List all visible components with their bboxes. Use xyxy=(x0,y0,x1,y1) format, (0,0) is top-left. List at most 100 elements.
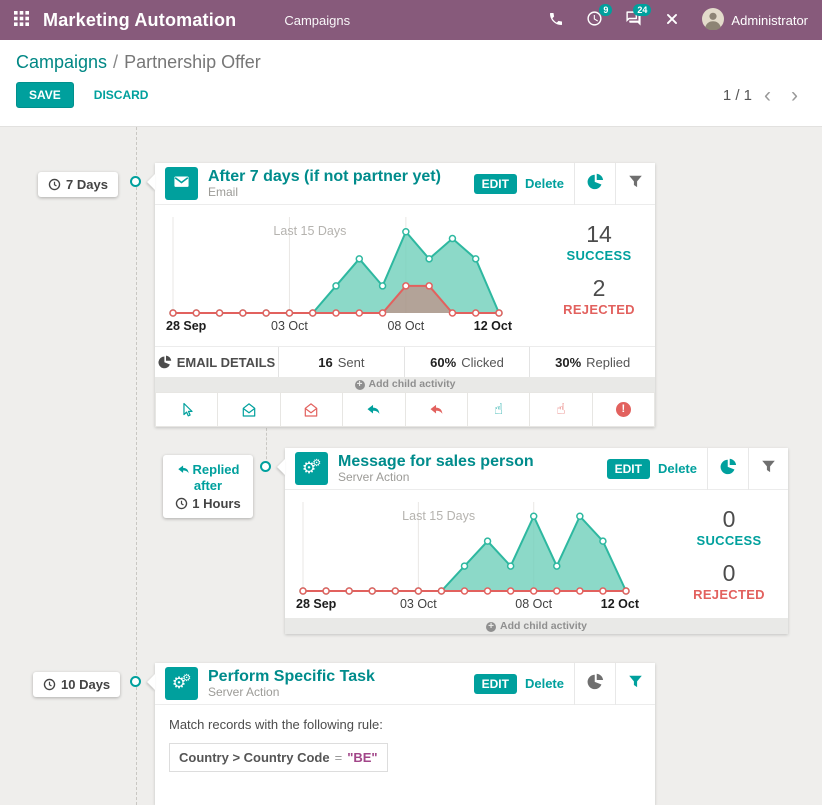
user-menu[interactable]: Administrator xyxy=(702,7,808,33)
add-child-activity-button[interactable]: + Add child activity xyxy=(285,618,788,634)
replied-stat: 30% Replied xyxy=(529,347,655,377)
svg-text:03 Oct: 03 Oct xyxy=(400,597,437,611)
reply-icon xyxy=(366,402,381,417)
filter-tab[interactable] xyxy=(615,663,655,706)
clock-icon xyxy=(175,497,188,510)
delete-button[interactable]: Delete xyxy=(657,461,697,476)
chart-tab[interactable] xyxy=(575,663,615,705)
rule-intro: Match records with the following rule: xyxy=(169,717,383,732)
success-count: 14 xyxy=(586,221,612,247)
activity-type: Server Action xyxy=(338,470,410,484)
edit-button[interactable]: EDIT xyxy=(473,173,517,194)
svg-text:08 Oct: 08 Oct xyxy=(515,597,552,611)
email-details-row: EMAIL DETAILS 16 Sent 60% Clicked 30% Repli… xyxy=(155,346,655,377)
reply-icon xyxy=(177,465,189,474)
activity-card-specific-task: ⚙⚙ Perform Specific Task Server Action E… xyxy=(155,663,655,805)
activity-card-sales-message: ⚙⚙ Message for sales person Server Actio… xyxy=(285,448,788,634)
chart-tab[interactable] xyxy=(575,163,615,206)
edit-button[interactable]: EDIT xyxy=(473,673,517,694)
svg-text:28 Sep: 28 Sep xyxy=(296,597,337,611)
activities-icon[interactable]: 9 xyxy=(586,4,613,30)
rule-field: Country > Country Code xyxy=(179,750,330,765)
success-label: SUCCESS xyxy=(566,248,632,263)
avatar xyxy=(702,7,725,33)
delete-button[interactable]: Delete xyxy=(524,176,564,191)
app-title[interactable]: Marketing Automation xyxy=(43,9,237,30)
trigger-badge-replied-after[interactable]: Replied after 1 Hours xyxy=(163,455,253,518)
clock-icon xyxy=(48,178,61,191)
svg-text:28 Sep: 28 Sep xyxy=(166,319,207,333)
envelope-open-icon xyxy=(303,402,319,418)
sent-stat: 16 Sent xyxy=(278,347,404,377)
reply-icon xyxy=(429,402,444,417)
activity-stats: 14 SUCCESS 2 REJECTED xyxy=(543,205,655,346)
child-trigger-mail-replied[interactable] xyxy=(342,392,406,427)
child-trigger-mail-not-opened[interactable] xyxy=(279,392,344,427)
child-trigger-mail-opened[interactable] xyxy=(217,392,281,427)
activity-type: Email xyxy=(208,185,239,199)
activity-title[interactable]: After 7 days (if not partner yet) xyxy=(208,168,441,185)
delete-button[interactable]: Delete xyxy=(524,676,564,691)
child-trigger-row: ☝ ☝ xyxy=(155,392,655,427)
trigger-badge-10-days[interactable]: 10 Days xyxy=(33,672,121,697)
clicked-stat: 60% Clicked xyxy=(403,347,530,377)
exclamation-circle-icon xyxy=(615,402,631,417)
pager: 1 / 1 ‹ › xyxy=(723,85,806,106)
rule-value: "BE" xyxy=(347,750,378,765)
trigger-delay: 10 Days xyxy=(61,677,111,692)
trigger-badge-7-days[interactable]: 7 Days xyxy=(38,172,118,197)
server-action-icon: ⚙⚙ xyxy=(295,452,328,485)
breadcrumb-separator: / xyxy=(113,52,119,72)
hand-pointer-icon: ☝ xyxy=(493,400,504,418)
child-trigger-mail-not-clicked[interactable]: ☝ xyxy=(529,392,593,427)
add-child-activity-button[interactable]: + Add child activity xyxy=(155,377,655,392)
activities-badge: 9 xyxy=(599,4,613,16)
domain-rule: Country > Country Code = "BE" xyxy=(169,743,388,772)
control-panel: Campaigns / Partnership Offer SAVE DISCARD… xyxy=(0,40,822,127)
menu-campaigns[interactable]: Campaigns xyxy=(284,12,351,28)
phone-icon[interactable] xyxy=(548,11,564,30)
pager-next-icon[interactable]: › xyxy=(783,85,806,106)
child-trigger-mail-not-replied[interactable] xyxy=(404,392,468,427)
activity-node-3[interactable] xyxy=(130,676,141,687)
systray: 9 24 Administrator xyxy=(548,4,808,33)
svg-text:Last 15 Days: Last 15 Days xyxy=(273,224,346,238)
activity-node-1[interactable] xyxy=(130,176,141,187)
cursor-icon xyxy=(179,402,194,417)
breadcrumb: Campaigns / Partnership Offer xyxy=(0,40,822,75)
pager-previous-icon[interactable]: ‹ xyxy=(756,85,779,106)
activity-title[interactable]: Message for sales person xyxy=(338,453,534,470)
svg-text:08 Oct: 08 Oct xyxy=(387,319,424,333)
trigger-delay: 7 Days xyxy=(66,177,108,192)
discard-button[interactable]: DISCARD xyxy=(88,83,155,107)
trigger-condition: Replied after xyxy=(169,462,247,494)
apps-menu-icon[interactable] xyxy=(14,11,29,29)
top-navbar: Marketing Automation Campaigns 9 24 Admi… xyxy=(0,0,822,40)
svg-text:12 Oct: 12 Oct xyxy=(474,319,513,333)
activity-title[interactable]: Perform Specific Task xyxy=(208,668,375,685)
edit-button[interactable]: EDIT xyxy=(606,458,650,479)
filter-tab[interactable] xyxy=(748,448,788,490)
child-trigger-mail-bounced[interactable] xyxy=(591,392,655,427)
messages-badge: 24 xyxy=(633,4,652,16)
save-button[interactable]: SAVE xyxy=(16,82,74,108)
top-menu: Campaigns xyxy=(284,13,350,28)
success-label: SUCCESS xyxy=(696,533,762,548)
activity-card-email: After 7 days (if not partner yet) Email … xyxy=(155,163,655,427)
activity-node-2[interactable] xyxy=(260,461,271,472)
email-details-header: EMAIL DETAILS xyxy=(155,347,278,377)
rejected-label: REJECTED xyxy=(563,302,635,317)
activity-chart: Last 15 Days 28 Sep 03 Oct 08 Oct 12 Oct xyxy=(166,217,513,333)
activity-type: Server Action xyxy=(208,685,280,699)
child-trigger-open-cursor[interactable] xyxy=(155,392,219,427)
tools-icon[interactable] xyxy=(664,11,680,30)
breadcrumb-parent-link[interactable]: Campaigns xyxy=(16,52,108,72)
user-name: Administrator xyxy=(731,12,808,28)
envelope-open-icon xyxy=(241,402,257,418)
success-count: 0 xyxy=(722,506,736,532)
filter-tab[interactable] xyxy=(615,163,655,205)
child-trigger-mail-clicked[interactable]: ☝ xyxy=(466,392,531,427)
svg-text:03 Oct: 03 Oct xyxy=(271,319,308,333)
messages-icon[interactable]: 24 xyxy=(625,4,652,30)
chart-tab[interactable] xyxy=(708,448,748,491)
